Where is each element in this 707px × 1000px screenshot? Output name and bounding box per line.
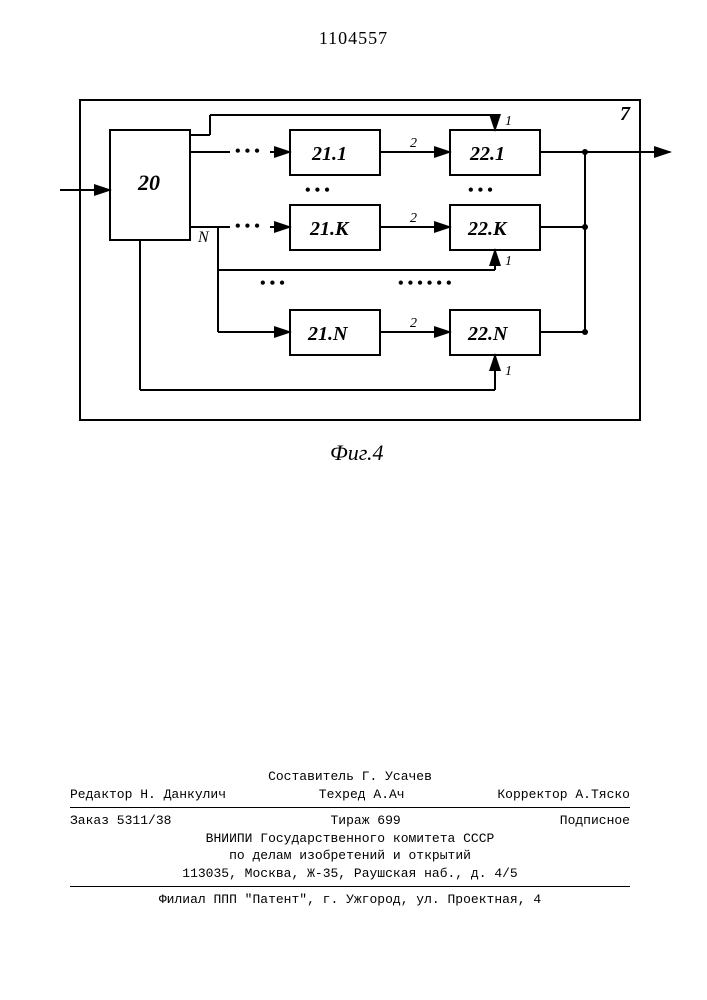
svg-text:• • •: • • • — [305, 182, 330, 199]
subscription: Подписное — [560, 812, 630, 830]
order: Заказ 5311/38 — [70, 812, 171, 830]
block-20-label: 20 — [137, 170, 160, 195]
outer-label: 7 — [620, 103, 631, 125]
branch: Филиал ППП "Патент", г. Ужгород, ул. Про… — [70, 891, 630, 909]
header-number: 1104557 — [0, 28, 707, 49]
affairs: по делам изобретений и открытий — [70, 847, 630, 865]
row3-in: 1 — [505, 364, 512, 379]
diagram-svg: 7 20 21.1 22.1 2 • • • 1 • • • • • • 21.… — [0, 70, 707, 490]
svg-text:• • •: • • • — [235, 143, 260, 160]
block-22-k: 22.К — [467, 218, 508, 240]
row1-conn: 2 — [410, 136, 417, 151]
row3-conn: 2 — [410, 316, 417, 331]
row2-conn: 2 — [410, 211, 417, 226]
row2-in: 1 — [505, 254, 512, 269]
figure-label: Фиг.4 — [330, 440, 384, 466]
block-21-n: 21.N — [307, 323, 349, 345]
tirazh: Тираж 699 — [330, 812, 400, 830]
svg-text:• • • • • •: • • • • • • — [398, 275, 452, 292]
footer-block: Составитель Г. Усачев Редактор Н. Данкул… — [70, 768, 630, 909]
address: 113035, Москва, Ж-35, Раушская наб., д. … — [70, 865, 630, 883]
block-21-1: 21.1 — [311, 143, 347, 165]
page: 1104557 7 20 21.1 22.1 2 • • • 1 — [0, 0, 707, 1000]
svg-text:• • •: • • • — [468, 182, 493, 199]
corrector: Корректор А.Тяско — [497, 786, 630, 804]
n-label: N — [197, 229, 210, 246]
svg-text:• • •: • • • — [235, 218, 260, 235]
composer-line: Составитель Г. Усачев — [70, 768, 630, 786]
vniipi: ВНИИПИ Государственного комитета СССР — [70, 830, 630, 848]
block-21-k: 21.К — [309, 218, 350, 240]
editor: Редактор Н. Данкулич — [70, 786, 226, 804]
svg-text:• • •: • • • — [260, 275, 285, 292]
block-22-1: 22.1 — [469, 143, 505, 165]
block-22-n: 22.N — [467, 323, 509, 345]
tehred: Техред А.Ач — [319, 786, 405, 804]
row1-in: 1 — [505, 114, 512, 129]
